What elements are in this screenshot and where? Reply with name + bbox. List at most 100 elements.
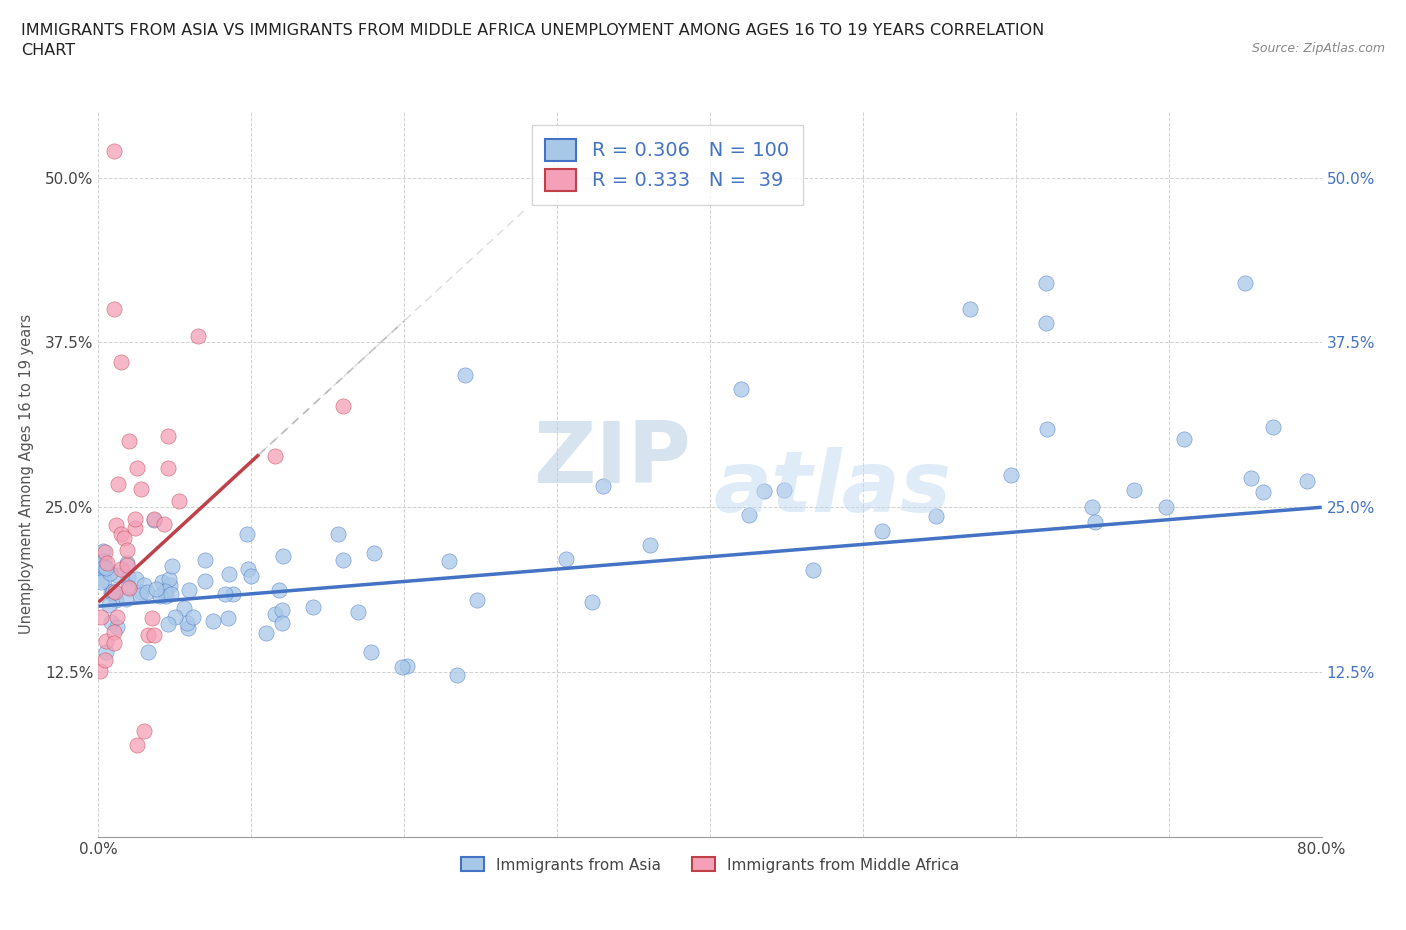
Point — [98, 597, 121, 612]
Point — [217, 611, 239, 626]
Point — [752, 484, 775, 498]
Point — [135, 585, 157, 600]
Point — [105, 610, 128, 625]
Point — [91, 543, 114, 558]
Point — [94, 560, 117, 575]
Point — [194, 574, 217, 589]
Point — [1035, 275, 1057, 290]
Point — [1035, 315, 1057, 330]
Point — [271, 616, 294, 631]
Point — [93, 560, 115, 575]
Point — [110, 354, 132, 369]
Point — [264, 448, 287, 463]
Point — [347, 605, 370, 620]
Point — [1263, 419, 1285, 434]
Point — [149, 589, 172, 604]
Point — [145, 582, 167, 597]
Point — [101, 586, 124, 601]
Point — [187, 328, 209, 343]
Text: IMMIGRANTS FROM ASIA VS IMMIGRANTS FROM MIDDLE AFRICA UNEMPLOYMENT AMONG AGES 16: IMMIGRANTS FROM ASIA VS IMMIGRANTS FROM … — [21, 23, 1045, 58]
Point — [157, 461, 180, 476]
Point — [152, 517, 174, 532]
Point — [93, 563, 115, 578]
Point — [101, 583, 124, 598]
Point — [103, 302, 125, 317]
Point — [176, 616, 198, 631]
Point — [214, 586, 236, 601]
Point — [163, 609, 186, 624]
Point — [117, 570, 139, 585]
Point — [136, 644, 159, 659]
Point — [105, 620, 128, 635]
Point — [118, 434, 141, 449]
Point — [107, 476, 129, 491]
Point — [100, 615, 122, 630]
Point — [143, 513, 166, 528]
Point — [153, 583, 176, 598]
Point — [1251, 485, 1274, 499]
Point — [142, 627, 165, 642]
Point — [143, 512, 166, 526]
Point — [132, 578, 155, 592]
Point — [100, 584, 122, 599]
Legend: Immigrants from Asia, Immigrants from Middle Africa: Immigrants from Asia, Immigrants from Mi… — [453, 850, 967, 880]
Point — [125, 737, 148, 752]
Point — [156, 616, 179, 631]
Y-axis label: Unemployment Among Ages 16 to 19 years: Unemployment Among Ages 16 to 19 years — [18, 314, 34, 634]
Point — [103, 635, 125, 650]
Point — [103, 625, 125, 640]
Point — [1296, 473, 1319, 488]
Point — [183, 609, 205, 624]
Text: atlas: atlas — [713, 447, 952, 530]
Point — [391, 659, 413, 674]
Point — [93, 572, 115, 587]
Point — [112, 531, 135, 546]
Point — [105, 518, 128, 533]
Point — [301, 600, 323, 615]
Point — [96, 555, 118, 570]
Point — [93, 554, 115, 569]
Point — [91, 558, 114, 573]
Point — [221, 586, 243, 601]
Point — [94, 644, 117, 659]
Point — [117, 580, 139, 595]
Point — [169, 494, 191, 509]
Point — [93, 653, 115, 668]
Point — [638, 538, 661, 552]
Point — [157, 429, 180, 444]
Point — [1234, 275, 1257, 290]
Point — [173, 600, 195, 615]
Point — [218, 566, 240, 581]
Point — [738, 507, 761, 522]
Point — [555, 551, 578, 566]
Point — [157, 571, 180, 586]
Point — [115, 592, 138, 607]
Text: ZIP: ZIP — [533, 418, 690, 501]
Point — [326, 526, 349, 541]
Point — [1081, 500, 1104, 515]
Point — [454, 368, 477, 383]
Point — [201, 614, 224, 629]
Point — [1240, 471, 1263, 485]
Point — [124, 512, 146, 526]
Point — [160, 587, 183, 602]
Point — [177, 620, 200, 635]
Point — [177, 583, 200, 598]
Point — [240, 568, 263, 583]
Point — [363, 546, 385, 561]
Point — [118, 580, 141, 595]
Point — [115, 558, 138, 573]
Point — [870, 523, 893, 538]
Point — [360, 644, 382, 659]
Point — [1084, 514, 1107, 529]
Point — [104, 584, 127, 599]
Point — [592, 479, 614, 494]
Point — [134, 724, 156, 739]
Point — [332, 552, 354, 567]
Point — [93, 544, 115, 559]
Point — [194, 552, 217, 567]
Point — [1122, 483, 1144, 498]
Point — [141, 610, 163, 625]
Point — [395, 658, 418, 673]
Point — [437, 553, 460, 568]
